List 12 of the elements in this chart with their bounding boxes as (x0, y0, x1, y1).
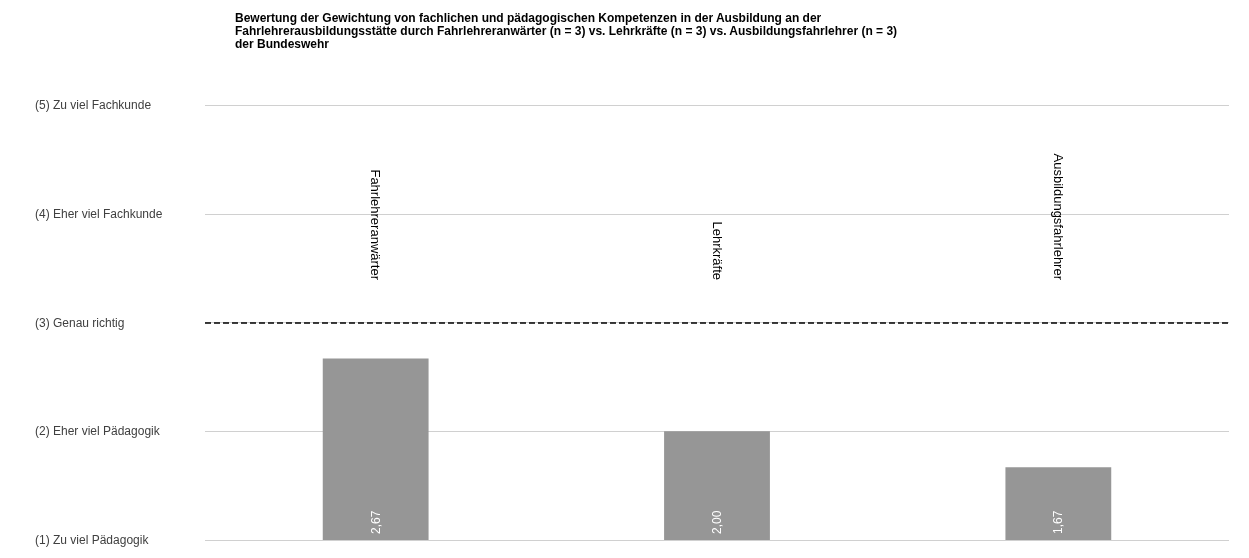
chart-title: Bewertung der Gewichtung von fachlichen und pädagogischen Kompetenzen in der Ausbildung an der Fahrlehrerausbildungsstätte durch Fahrlehreranwärter (n = 3) vs. Lehrkräfte (n = 3) vs. Ausbildungsfahrlehrer (n = 3) der Bundeswehr (235, 10, 898, 51)
y-tick-label: (3) Genau richtig (35, 315, 125, 330)
y-tick-label: (1) Zu viel Pädagogik (35, 533, 150, 547)
data-label: 2,00 (710, 510, 724, 534)
data-label: 2,67 (368, 510, 383, 534)
y-tick-label: (4) Eher viel Fachkunde (35, 206, 163, 221)
data-label: 1,67 (1051, 510, 1066, 534)
x-tick-label: Ausbildungsfahrlehrer (1050, 153, 1066, 281)
y-tick-label: (5) Zu viel Fachkunde (35, 98, 152, 112)
x-tick-label: Lehrkräfte (709, 221, 725, 280)
y-tick-label: (2) Eher viel Pädagogik (35, 424, 161, 439)
x-tick-label: Fahrlehreranwärter (368, 169, 384, 281)
